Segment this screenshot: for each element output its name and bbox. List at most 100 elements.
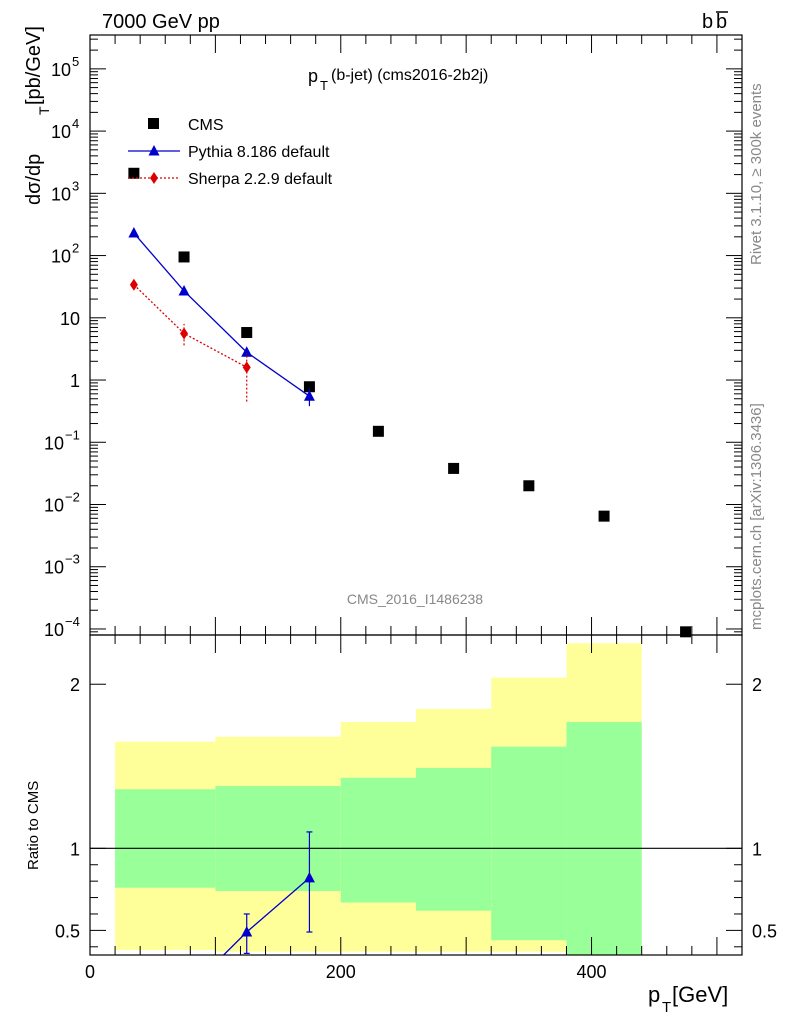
title-rest: (b-jet) (cms2016-2b2j) <box>331 67 488 84</box>
data-point <box>128 227 140 238</box>
main-y-label: dσ/dp T [pb/GeV] <box>23 26 52 205</box>
header-process-bbar: b <box>716 11 727 33</box>
y-tick-base: 10 <box>44 496 64 516</box>
data-point <box>598 510 610 522</box>
data-point <box>241 346 253 357</box>
y-tick-base: 10 <box>44 620 64 640</box>
y-tick-label: 1 <box>70 371 80 391</box>
y-tick-label: 10 −1 <box>44 427 80 453</box>
ratio-y-tick-label: 2 <box>70 675 80 695</box>
title-subscript: T <box>320 78 328 93</box>
data-point <box>128 167 140 179</box>
uncertainty-band-inner <box>416 767 492 911</box>
y-tick-exponent: −3 <box>65 552 80 567</box>
series-cms <box>128 167 692 638</box>
legend-label: Sherpa 2.2.9 default <box>188 171 333 188</box>
y-tick-base: 1 <box>70 371 80 391</box>
x-axis-label: p T [GeV] <box>648 982 728 1016</box>
y-tick-label: 10 2 <box>51 241 79 267</box>
y-tick-label: 10 4 <box>51 116 79 142</box>
y-tick-base: 10 <box>51 184 71 204</box>
data-point <box>241 327 253 339</box>
xlabel-unit: [GeV] <box>672 982 728 1007</box>
data-point <box>129 278 138 291</box>
y-tick-exponent: 2 <box>72 241 79 256</box>
uncertainty-band-inner <box>566 721 642 955</box>
uncertainty-band-inner <box>215 785 341 891</box>
ylabel-part1: dσ/dp <box>23 154 45 205</box>
legend: CMS Pythia 8.186 default Sherpa 2.2.9 defa… <box>128 117 333 188</box>
analysis-watermark: CMS_2016_I1486238 <box>347 591 483 607</box>
y-tick-base: 10 <box>60 309 80 329</box>
y-tick-exponent: −1 <box>65 427 80 442</box>
main-marks <box>128 167 692 638</box>
ratio-y-tick-label: 1 <box>70 839 80 859</box>
data-point <box>242 361 251 374</box>
data-point <box>178 284 190 296</box>
legend-marker <box>148 145 160 156</box>
side-text-rivet: Rivet 3.1.10, ≥ 300k events <box>748 83 765 265</box>
xlabel-subscript: T <box>662 999 671 1016</box>
y-tick-exponent: 3 <box>72 178 79 193</box>
ratio-y-tick-label-right: 2 <box>752 675 762 695</box>
y-tick-exponent: −2 <box>65 490 80 505</box>
x-tick-label: 400 <box>577 962 607 982</box>
uncertainty-band-inner <box>115 789 216 888</box>
data-point <box>680 626 692 638</box>
ratio-point <box>241 926 253 937</box>
title-p: p <box>308 66 318 86</box>
y-tick-exponent: −4 <box>65 614 80 629</box>
ylabel-part2: T <box>36 106 52 115</box>
ratio-y-label: Ratio to CMS <box>25 781 42 870</box>
data-point <box>303 381 315 393</box>
main-title: p T (b-jet) (cms2016-2b2j) <box>308 66 488 93</box>
ratio-point <box>303 871 315 883</box>
uncertainty-band-inner <box>491 746 567 941</box>
legend-marker <box>150 172 158 184</box>
series-sherpa-2-2-9-default <box>129 278 251 402</box>
data-point <box>180 327 189 340</box>
y-tick-label: 10 3 <box>51 178 79 204</box>
y-tick-base: 10 <box>51 60 71 80</box>
ratio-x-axis: 0 200 400 <box>85 635 743 982</box>
uncertainty-band-inner <box>340 777 416 903</box>
series-line <box>133 232 310 397</box>
ratio-series-pythia <box>223 831 315 956</box>
legend-entry: Pythia 8.186 default <box>128 144 330 161</box>
y-tick-label: 10 −3 <box>44 552 80 578</box>
data-point <box>523 480 535 492</box>
x-tick-label: 0 <box>85 962 95 982</box>
data-point <box>372 425 384 437</box>
ratio-panel: 0.5 0.5 1 1 2 2 0 200 400 Ratio to CMS p T [GeV… <box>25 634 777 1016</box>
ratio-y-tick-label-right: 1 <box>752 839 762 859</box>
y-tick-label: 10 −2 <box>44 490 80 516</box>
legend-marker <box>148 118 159 129</box>
series-pythia-8-186-default <box>128 227 315 407</box>
ratio-marks <box>223 831 315 956</box>
data-point <box>448 462 460 474</box>
y-tick-base: 10 <box>51 122 71 142</box>
y-tick-base: 10 <box>44 433 64 453</box>
legend-entry: CMS <box>148 117 224 134</box>
ratio-y-axis: 0.5 0.5 1 1 2 2 <box>55 675 777 948</box>
y-tick-base: 10 <box>51 247 71 267</box>
side-text-mcplots: mcplots.cern.ch [arXiv:1306.3436] <box>748 403 765 630</box>
ylabel-part3: [pb/GeV] <box>23 26 45 105</box>
legend-label: CMS <box>188 117 224 134</box>
y-tick-exponent: 4 <box>72 116 79 131</box>
data-point <box>303 390 315 401</box>
main-x-ticks <box>89 35 743 635</box>
legend-label: Pythia 8.186 default <box>188 144 330 161</box>
ratio-bands <box>90 643 742 955</box>
ratio-y-tick-label: 0.5 <box>55 921 80 941</box>
x-tick-label: 200 <box>326 962 356 982</box>
y-tick-base: 10 <box>44 558 64 578</box>
header-process-b: b <box>702 11 713 33</box>
xlabel-p: p <box>648 982 660 1007</box>
ratio-y-tick-label-right: 0.5 <box>752 921 777 941</box>
y-tick-label: 10 <box>60 309 80 329</box>
header-process-label: b b <box>702 11 728 33</box>
